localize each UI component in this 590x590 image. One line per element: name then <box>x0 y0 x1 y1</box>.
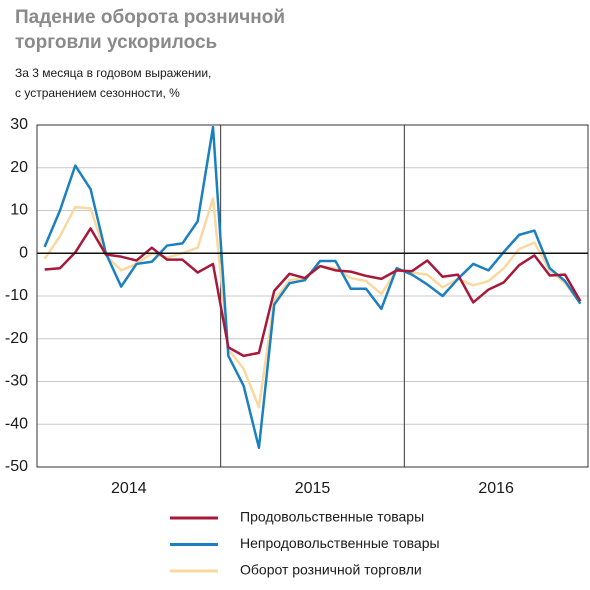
series-line <box>44 227 582 358</box>
chart-title: Падение оборота розничной <box>15 7 285 28</box>
y-tick-label: 20 <box>10 159 28 176</box>
x-tick-label: 2014 <box>111 480 147 497</box>
legend-label: Непродовольственные товары <box>240 535 440 551</box>
y-tick-label: -20 <box>5 330 28 347</box>
series-line <box>43 197 582 409</box>
chart-subtitle: За 3 месяца в годовом выражении, <box>15 66 211 80</box>
y-tick-label: 30 <box>10 116 28 133</box>
y-tick-label: -50 <box>5 458 28 475</box>
x-tick-label: 2015 <box>295 480 331 497</box>
y-tick-label: 0 <box>19 244 28 261</box>
y-tick-label: -40 <box>5 415 28 432</box>
plot-frame <box>36 124 589 468</box>
chart-title: торговли ускорилось <box>15 32 217 53</box>
chart-subtitle: с устранением сезонности, % <box>15 86 180 100</box>
y-tick-label: -30 <box>5 373 28 390</box>
y-tick-label: 10 <box>10 202 28 219</box>
legend-label: Оборот розничной торговли <box>240 562 422 578</box>
series-line <box>43 125 582 450</box>
legend-label: Продовольственные товары <box>240 509 424 525</box>
x-tick-label: 2016 <box>478 480 514 497</box>
y-tick-label: -10 <box>5 287 28 304</box>
